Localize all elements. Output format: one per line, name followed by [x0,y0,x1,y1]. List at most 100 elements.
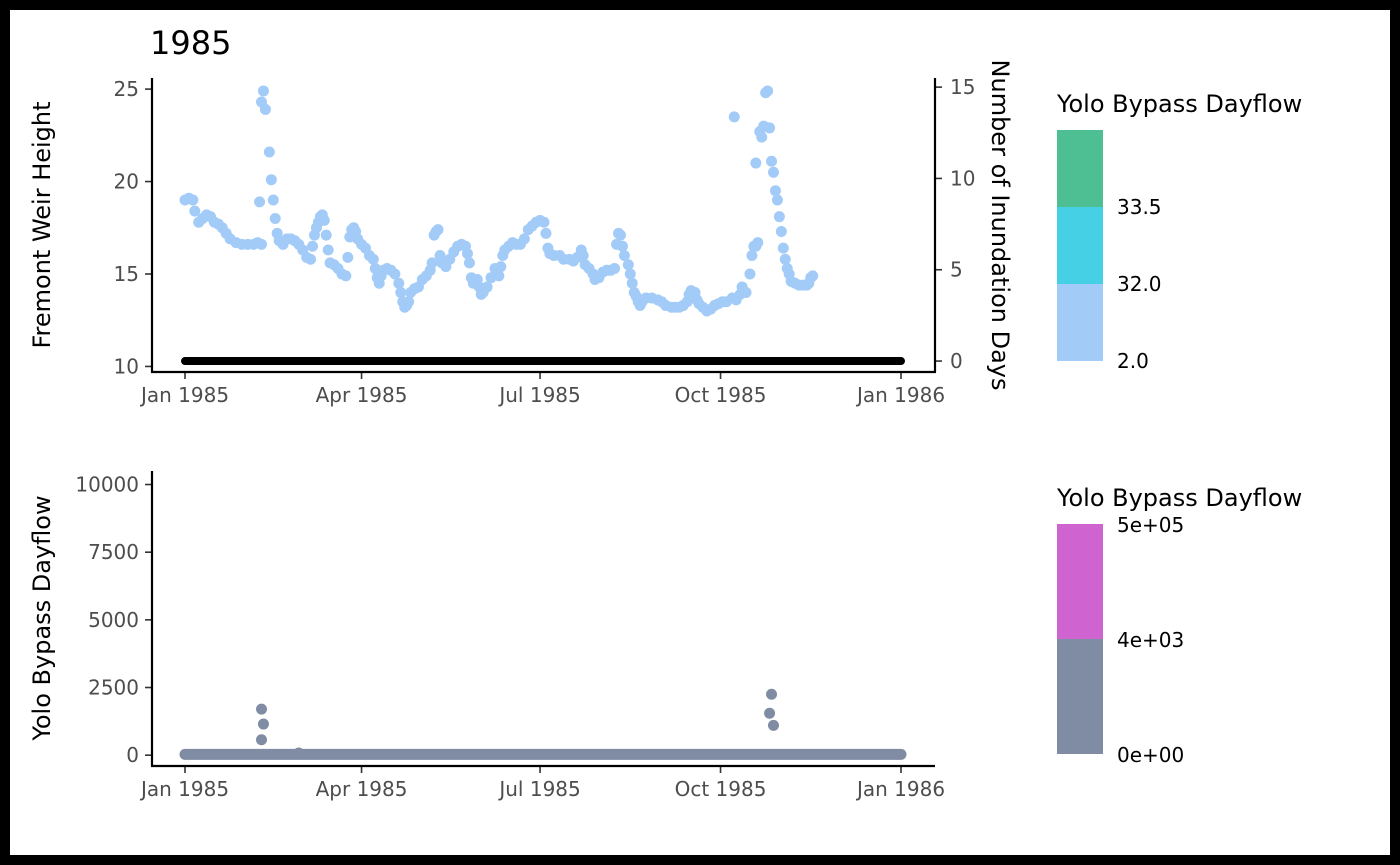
bottom-x-axis: Jan 1985 Apr 1985 Jul 1985 Oct 1985 Jan 1986 [139,766,945,801]
y-tick-label: 10 [114,354,139,378]
bottom-legend: 0e+00 4e+03 5e+05 [1057,513,1184,767]
top-legend-title: Yolo Bypass Dayflow [1056,90,1302,118]
weir-height-point [740,286,752,298]
weir-height-point [577,250,589,262]
weir-height-point [189,205,201,217]
weir-height-point [432,224,444,236]
weir-height-point [254,196,266,208]
weir-height-point [538,216,550,228]
dayflow-point [257,718,269,730]
weir-height-point [767,166,779,178]
x-tick-label: Oct 1985 [675,383,767,407]
legend-label: 32.0 [1117,272,1162,296]
legend-swatch [1057,284,1103,361]
y-right-tick-label: 0 [950,349,963,373]
weir-height-point [807,270,819,282]
y-right-tick-label: 5 [950,258,963,282]
y-tick-label: 0 [126,743,139,767]
dayflow-point [256,703,268,715]
y-tick-label: 7500 [88,540,139,564]
weir-height-point [752,237,764,249]
weir-height-point [481,281,493,293]
weir-height-point [756,131,768,143]
weir-height-point [771,194,783,206]
x-tick-label: Jan 1986 [855,383,945,407]
weir-height-point [766,155,778,167]
x-tick-label: Jul 1985 [497,777,580,801]
legend-swatch [1057,639,1103,754]
top-y-axis-right: 0 5 10 15 [935,75,975,373]
weir-height-point [463,257,475,269]
weir-height-point [307,240,319,252]
legend-label: 33.5 [1117,195,1162,219]
weir-height-point [777,242,789,254]
dayflow-point [764,707,776,719]
top-legend: 2.0 32.0 33.5 [1057,130,1162,373]
y-tick-label: 20 [114,170,139,194]
weir-height-point [750,157,762,169]
weir-height-point [775,225,787,237]
weir-height-point [318,214,330,226]
y-tick-label: 5000 [88,608,139,632]
weir-height-point [728,111,740,123]
top-plot-area [179,85,905,366]
dayflow-point [766,688,778,700]
weir-height-point [426,257,438,269]
weir-height-point [267,194,279,206]
weir-height-point [616,240,628,252]
weir-height-point [762,85,774,97]
weir-height-point [495,261,507,273]
legend-label: 0e+00 [1117,743,1184,767]
weir-height-point [622,259,634,271]
bottom-legend-title: Yolo Bypass Dayflow [1056,484,1302,512]
weir-height-point [265,174,277,186]
x-tick-label: Oct 1985 [675,777,767,801]
y-right-tick-label: 10 [950,166,975,190]
weir-height-point [744,268,756,280]
x-tick-label: Jan 1986 [855,777,945,801]
weir-height-point [624,268,636,280]
weir-height-point [367,253,379,265]
figure: 1985 10 15 20 25 0 5 10 15 Jan 1985 Apr 1985 Jul… [28,24,1302,801]
x-tick-label: Apr 1985 [316,383,408,407]
weir-height-point [493,270,505,282]
dayflow-point [293,747,305,759]
weir-height-point [269,213,281,225]
weir-height-point [540,227,552,239]
bottom-y-axis-title: Yolo Bypass Dayflow [28,495,56,741]
x-tick-label: Jan 1985 [139,777,229,801]
weir-height-point [618,250,630,262]
weir-height-point [259,103,271,115]
y-tick-label: 25 [114,77,139,101]
legend-label: 5e+05 [1117,513,1184,537]
weir-height-point [764,122,776,134]
weir-height-point [518,233,530,245]
weir-height-point [403,296,415,308]
y-right-tick-label: 15 [950,75,975,99]
dayflow-point [256,734,268,746]
weir-height-point [257,85,269,97]
x-tick-label: Apr 1985 [316,777,408,801]
top-y-axis-right-title: Number of Inundation Days [986,60,1014,391]
legend-label: 2.0 [1117,349,1149,373]
bottom-plot-area [179,688,907,760]
weir-height-point [263,146,275,158]
weir-height-point [626,277,638,289]
weir-height-point [769,185,781,197]
weir-height-point [256,238,268,250]
dayflow-point [767,719,779,731]
y-tick-label: 15 [114,262,139,286]
weir-height-point [609,262,621,274]
top-x-axis: Jan 1985 Apr 1985 Jul 1985 Oct 1985 Jan 1986 [139,372,945,407]
weir-height-point [393,277,405,289]
weir-height-point [461,248,473,260]
weir-height-point [614,229,626,241]
top-y-axis-title: Fremont Weir Height [28,101,56,348]
x-tick-label: Jan 1985 [139,383,229,407]
weir-height-point [187,194,199,206]
legend-swatch [1057,130,1103,207]
weir-height-point [746,250,758,262]
weir-height-point [773,211,785,223]
bottom-y-axis: 0 2500 5000 7500 10000 [75,473,152,767]
weir-height-point [342,251,354,263]
